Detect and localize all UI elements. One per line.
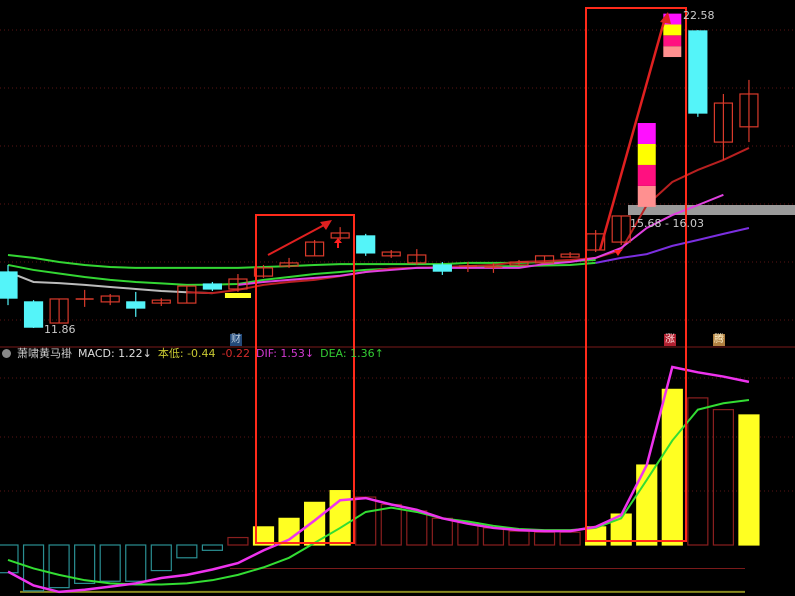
limit-up-block	[637, 143, 656, 165]
macd-bar	[99, 544, 121, 582]
macd-bar	[559, 531, 581, 546]
macd-bar	[252, 526, 275, 546]
up-arrow-icon	[334, 238, 342, 243]
macd-bar	[48, 544, 70, 589]
macd-bar	[380, 503, 402, 546]
candle-body	[739, 93, 759, 128]
high-price-label: 22.58	[683, 9, 715, 22]
candle-body	[253, 267, 274, 277]
macd-bar	[150, 544, 172, 572]
limit-up-block	[637, 185, 656, 207]
annotations	[255, 7, 687, 544]
candle-body	[611, 215, 631, 243]
limit-up-block	[637, 123, 656, 144]
range-label: 15.68 - 16.03	[630, 217, 704, 230]
candle-body	[202, 283, 222, 290]
dif-value: DIF: 1.53↓	[256, 346, 315, 360]
macd-bar	[74, 544, 96, 584]
macd-bar	[201, 544, 223, 551]
macd-bar	[431, 517, 453, 546]
candle-body	[0, 271, 18, 299]
highlight-box	[585, 7, 687, 542]
arrow-head-icon	[660, 12, 671, 24]
limit-up-block	[663, 46, 682, 58]
macd-bar	[585, 526, 607, 546]
macd-bar	[176, 544, 198, 559]
candle-body	[407, 254, 427, 264]
low-price-label: 11.86	[44, 323, 76, 336]
macd-bar	[125, 544, 147, 582]
price-pane	[0, 13, 759, 328]
candle-body	[534, 255, 555, 264]
candle-body	[49, 298, 69, 324]
macd-bar	[355, 496, 377, 546]
candle-body	[688, 30, 708, 114]
limit-up-block	[663, 35, 682, 47]
candle-body	[356, 235, 376, 254]
collapse-circle-icon[interactable]	[2, 348, 11, 358]
candle-body	[23, 301, 44, 328]
limit-up-block	[637, 164, 656, 186]
macd-bar	[533, 531, 556, 546]
macd-bar	[661, 388, 683, 546]
macd-bar	[406, 510, 428, 546]
indicator-header: 萧啸黄马褂 MACD: 1.22↓ 本低: -0.44 -0.22 DIF: 1…	[2, 345, 384, 361]
trend-arrow	[598, 17, 667, 251]
candle-body	[126, 301, 146, 309]
yellow-signal-bar	[224, 293, 251, 298]
down-arrow-icon	[614, 250, 622, 256]
highlight-box	[255, 214, 355, 544]
macd-bar	[304, 501, 326, 546]
ma-line-ma_purple	[595, 227, 750, 264]
macd-bar	[712, 409, 735, 546]
candle-body	[151, 299, 171, 304]
candle-body	[381, 251, 401, 257]
candle-body	[279, 262, 299, 267]
dea-line	[7, 399, 750, 586]
macd-bar	[687, 397, 709, 546]
candle-body	[330, 232, 350, 239]
trend-arrow	[267, 223, 327, 256]
gridlines	[0, 29, 795, 492]
macd-pane	[0, 365, 760, 594]
candle-body	[432, 264, 452, 272]
price-band	[628, 205, 795, 215]
indicator-name: 萧啸黄马褂	[17, 347, 72, 360]
limit-up-block	[663, 24, 682, 36]
macd-bar	[22, 544, 45, 592]
macd-value: MACD: 1.22↓	[78, 346, 152, 360]
ma-line-ma1	[7, 253, 596, 269]
candle-body	[713, 102, 734, 143]
macd-bar	[738, 414, 760, 546]
marker-zhang[interactable]: 涨	[664, 334, 676, 346]
ma-line-ma_magenta	[237, 193, 724, 286]
candle-body	[177, 285, 197, 304]
dea-value: DEA: 1.36↑	[320, 346, 384, 360]
macd-bar	[227, 536, 249, 546]
macd-bar	[0, 544, 19, 574]
low-value: 本低: -0.44	[157, 347, 216, 360]
dif-line	[7, 365, 750, 594]
limit-up-block	[663, 13, 682, 25]
marker-cai[interactable]: 财	[230, 334, 242, 346]
macd-bar	[508, 530, 530, 546]
candle-body	[228, 278, 248, 290]
ma-line-ma3	[7, 271, 213, 295]
candle-body	[305, 241, 325, 257]
marker-teng[interactable]: 腾	[713, 334, 725, 346]
candle-body	[560, 253, 580, 258]
low2-value: -0.22	[221, 346, 251, 360]
macd-bar	[482, 527, 505, 546]
candle-body	[509, 261, 529, 266]
candle-body	[100, 295, 120, 303]
arrow-head-icon	[320, 220, 332, 230]
